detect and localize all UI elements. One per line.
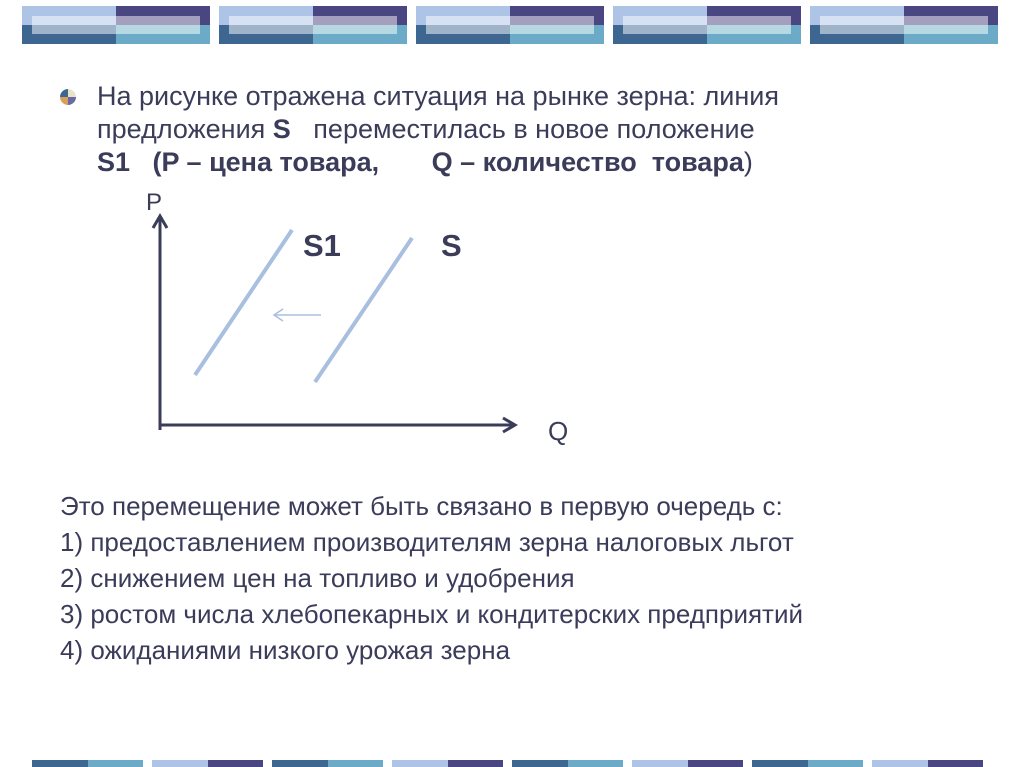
answer-option: 1) предоставлением производителям зерна … [60,527,794,557]
title-line-3: S1 (P – цена товара, Q – количество това… [97,146,997,179]
question-body: Это перемещение может быть связано в пер… [60,488,803,668]
title-text: переместилась в новое положение [290,114,755,144]
shift-arrowhead [272,308,284,322]
title-line-2: предложения S переместилась в новое поло… [97,113,997,146]
banner-tile [416,6,604,44]
bullet-icon [60,89,76,105]
title-line-1: На рисунке отражена ситуация на рынке зе… [97,81,780,111]
answer-option: 3) ростом числа хлебопекарных и кондитер… [60,599,804,629]
supply-curve-s1 [193,228,294,377]
x-axis-arrowhead [502,416,518,434]
answer-option: 4) ожиданиями низкого урожая зерна [60,635,511,665]
answer-option: 2) снижением цен на топливо и удобрения [60,563,575,593]
title-s1: S1 [97,147,131,177]
banner-tile [810,6,998,44]
title-text: предложения [97,114,273,144]
curve-s1-label: S1 [303,228,341,263]
supply-curve-s [313,236,414,384]
x-axis-label: Q [548,416,568,446]
y-axis-arrowhead [151,213,169,229]
curve-s-label: S [441,228,462,263]
title-s: S [272,114,291,144]
slide-title: На рисунке отражена ситуация на рынке зе… [97,80,997,179]
title-legend: (P – цена товара, Q – количество товара [130,147,744,177]
y-axis-label: P [146,189,162,216]
banner-tile [613,6,801,44]
question-intro: Это перемещение может быть связано в пер… [60,491,783,521]
banner-tile [22,6,210,44]
title-paren: ) [743,147,753,177]
banner-tile [219,6,407,44]
